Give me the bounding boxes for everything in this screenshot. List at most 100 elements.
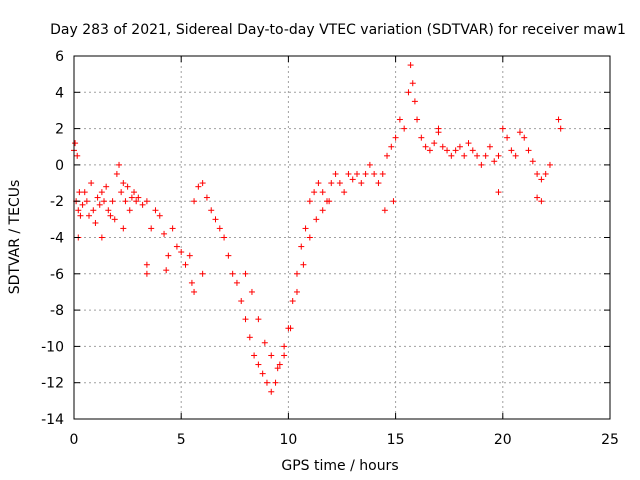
data-point: [272, 379, 279, 386]
data-point: [366, 161, 373, 168]
data-point: [103, 183, 110, 190]
chart-title: Day 283 of 2021, Sidereal Day-to-day VTE…: [50, 22, 626, 38]
data-point: [555, 116, 562, 123]
data-point: [557, 125, 564, 132]
data-point: [287, 325, 294, 332]
data-point: [306, 234, 313, 241]
data-point: [495, 189, 502, 196]
data-point: [504, 134, 511, 141]
y-tick-label: -2: [50, 194, 64, 210]
data-point: [94, 194, 101, 201]
data-point: [300, 261, 307, 268]
y-tick-label: -14: [41, 412, 64, 428]
data-point: [156, 212, 163, 219]
data-point: [118, 189, 125, 196]
data-point: [105, 207, 112, 214]
data-point: [486, 143, 493, 150]
data-point: [98, 234, 105, 241]
data-point: [281, 343, 288, 350]
data-point: [341, 189, 348, 196]
data-point: [444, 147, 451, 154]
data-point: [426, 147, 433, 154]
data-point: [401, 125, 408, 132]
data-point: [384, 152, 391, 159]
data-point: [538, 176, 545, 183]
data-point: [143, 261, 150, 268]
data-point: [88, 180, 95, 187]
data-point: [251, 352, 258, 359]
data-point: [525, 147, 532, 154]
data-point: [319, 189, 326, 196]
data-point: [248, 288, 255, 295]
data-point: [90, 207, 97, 214]
x-tick-label: 25: [601, 432, 619, 448]
data-point: [233, 279, 240, 286]
x-tick-label: 0: [70, 432, 79, 448]
data-point: [76, 189, 83, 196]
data-point: [439, 143, 446, 150]
data-point: [143, 198, 150, 205]
data-point: [379, 170, 386, 177]
data-point: [199, 180, 206, 187]
data-point: [521, 134, 528, 141]
data-point: [182, 261, 189, 268]
data-point: [221, 234, 228, 241]
data-point: [161, 230, 168, 237]
data-point: [268, 388, 275, 395]
data-point: [92, 219, 99, 226]
data-point: [199, 270, 206, 277]
data-point: [255, 361, 262, 368]
data-point: [538, 198, 545, 205]
data-point: [131, 189, 138, 196]
data-point: [101, 198, 108, 205]
data-point: [306, 198, 313, 205]
data-point: [133, 198, 140, 205]
data-point: [120, 225, 127, 232]
data-point: [534, 194, 541, 201]
data-point: [478, 161, 485, 168]
data-point: [508, 147, 515, 154]
data-point: [242, 270, 249, 277]
data-point: [165, 252, 172, 259]
y-tick-label: 0: [55, 158, 64, 174]
data-point: [349, 176, 356, 183]
data-point: [405, 89, 412, 96]
data-point: [375, 180, 382, 187]
data-point: [263, 379, 270, 386]
data-point: [274, 365, 281, 372]
data-point: [499, 125, 506, 132]
data-point: [276, 361, 283, 368]
data-point: [534, 170, 541, 177]
data-point: [381, 207, 388, 214]
data-point: [77, 212, 84, 219]
data-point: [188, 279, 195, 286]
y-tick-label: 6: [55, 49, 64, 65]
data-point: [83, 198, 90, 205]
data-point: [98, 189, 105, 196]
y-tick-label: 2: [55, 122, 64, 138]
data-point: [255, 316, 262, 323]
data-point: [431, 140, 438, 147]
data-point: [516, 129, 523, 136]
data-point: [392, 134, 399, 141]
data-point: [390, 198, 397, 205]
data-point: [362, 170, 369, 177]
data-point: [113, 170, 120, 177]
data-point: [371, 170, 378, 177]
data-point: [246, 334, 253, 341]
data-point: [229, 270, 236, 277]
data-point: [414, 116, 421, 123]
data-point: [261, 339, 268, 346]
data-point: [302, 225, 309, 232]
grid: [74, 56, 610, 419]
data-point: [289, 298, 296, 305]
y-tick-label: -4: [50, 231, 64, 247]
data-point: [345, 170, 352, 177]
data-point: [122, 198, 129, 205]
data-point: [293, 288, 300, 295]
data-point: [107, 212, 114, 219]
data-point: [452, 147, 459, 154]
data-point: [311, 189, 318, 196]
data-point: [469, 147, 476, 154]
